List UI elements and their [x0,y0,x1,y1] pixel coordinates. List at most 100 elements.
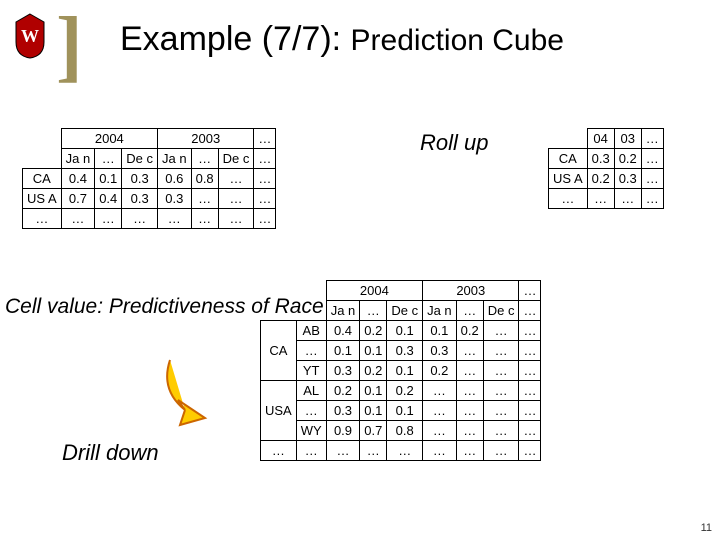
c: … [483,341,519,361]
t3-s: YT [296,361,326,381]
drilldown-label: Drill down [62,440,159,466]
t3-s: AB [296,321,326,341]
c: 0.7 [61,189,95,209]
c: 0.1 [360,341,387,361]
t1-r0: CA [23,169,62,189]
c: 0.8 [387,421,423,441]
c: 0.4 [61,169,95,189]
t1-jan: Ja n [61,149,95,169]
svg-text:W: W [21,26,39,46]
c: … [423,441,457,461]
t1-dec2: De c [218,149,254,169]
c: … [95,209,122,229]
t2-r1: US A [549,169,588,189]
bracket-decor: ] [56,6,83,86]
c: … [483,321,519,341]
c: 0.3 [387,341,423,361]
t3-s: AL [296,381,326,401]
t3-ca: CA [261,321,297,381]
c: … [483,381,519,401]
c: 0.3 [614,169,641,189]
c: 0.9 [326,421,360,441]
t1-2003: 2003 [158,129,254,149]
c: … [326,441,360,461]
t3-d: … [519,281,541,301]
t1-dots: … [254,129,276,149]
c: … [191,209,218,229]
c: … [254,209,276,229]
c: 0.2 [387,381,423,401]
c: … [641,189,663,209]
c: … [641,149,663,169]
c: … [519,361,541,381]
c: 0.1 [360,401,387,421]
c: 0.7 [360,421,387,441]
c: 0.8 [191,169,218,189]
t2-r2: … [549,189,588,209]
c: 0.1 [387,401,423,421]
c: 0.1 [387,361,423,381]
t3-s: … [296,341,326,361]
c: … [456,381,483,401]
c: … [483,361,519,381]
c: 0.3 [326,361,360,381]
c: … [519,381,541,401]
table-detail-year-month: 2004 2003 … Ja n … De c Ja n … De c … CA… [22,128,276,229]
c: 0.2 [360,361,387,381]
c: 0.1 [326,341,360,361]
c: … [519,321,541,341]
c: … [254,189,276,209]
t3-dec2: De c [483,301,519,321]
rollup-label: Roll up [420,130,488,156]
c: … [423,421,457,441]
c: … [387,441,423,461]
t3-2004: 2004 [326,281,422,301]
c: … [456,421,483,441]
c: 0.4 [95,189,122,209]
t3-jan: Ja n [326,301,360,321]
c: 0.2 [614,149,641,169]
c: 0.1 [423,321,457,341]
c: … [360,441,387,461]
c: … [519,441,541,461]
c: … [254,169,276,189]
c: 0.2 [423,361,457,381]
t3-d2: … [456,301,483,321]
c: … [218,169,254,189]
c: 0.2 [360,321,387,341]
drilldown-arrow-icon [150,350,230,430]
t2-d: … [641,129,663,149]
t1-d3: … [254,149,276,169]
c: … [61,209,95,229]
c: … [641,169,663,189]
t3-s: … [296,401,326,421]
c: … [122,209,158,229]
c: … [614,189,641,209]
c: 0.1 [387,321,423,341]
t3-d1: … [360,301,387,321]
c: 0.3 [158,189,192,209]
t1-jan2: Ja n [158,149,192,169]
c: 0.3 [326,401,360,421]
c: … [587,189,614,209]
t1-d2: … [191,149,218,169]
c: … [456,341,483,361]
c: … [218,209,254,229]
c: … [483,421,519,441]
c: 0.3 [122,169,158,189]
c: … [456,401,483,421]
t3-s: WY [296,421,326,441]
c: 0.2 [456,321,483,341]
t1-d: … [95,149,122,169]
c: 0.1 [95,169,122,189]
t1-2004: 2004 [61,129,157,149]
t3-usa: USA [261,381,297,441]
c: 0.3 [587,149,614,169]
t2-03: 03 [614,129,641,149]
table-rollup: 04 03 … CA 0.3 0.2 … US A 0.2 0.3 … … … … [548,128,664,209]
t2-04: 04 [587,129,614,149]
t3-2003: 2003 [423,281,519,301]
t3-d: … [296,441,326,461]
c: … [423,401,457,421]
c: … [483,401,519,421]
